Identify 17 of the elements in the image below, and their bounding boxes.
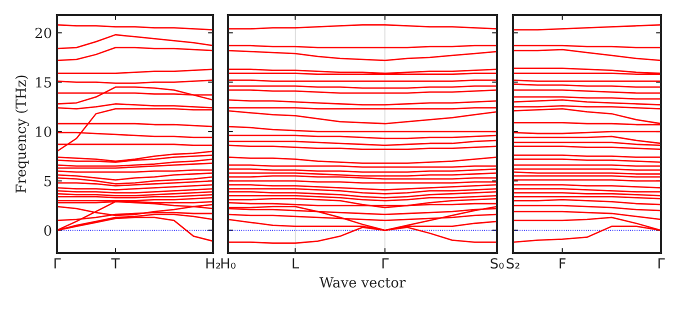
x-tick-label: T — [111, 258, 120, 268]
x-tick-label: H₂ — [206, 258, 220, 268]
y-tick-label: 0 — [44, 225, 52, 236]
x-tick-label: S₀ — [490, 258, 504, 269]
x-tick-label: Γ — [382, 258, 389, 268]
x-axis-title: Wave vector — [319, 277, 406, 288]
y-tick-label: 10 — [36, 126, 52, 138]
x-tick-label: Γ — [658, 258, 665, 268]
y-axis-title: Frequency (THz) — [15, 76, 29, 193]
y-tick-label: 20 — [35, 28, 52, 38]
x-tick-label: H₀ — [221, 258, 236, 269]
x-tick-label: L — [292, 258, 300, 268]
x-tick-label: F — [560, 258, 566, 268]
x-tick-label: Γ — [54, 258, 61, 268]
y-tick-label: 5 — [44, 176, 52, 186]
x-tick-label: S₂ — [506, 258, 520, 269]
y-tick-label: 15 — [36, 77, 52, 88]
